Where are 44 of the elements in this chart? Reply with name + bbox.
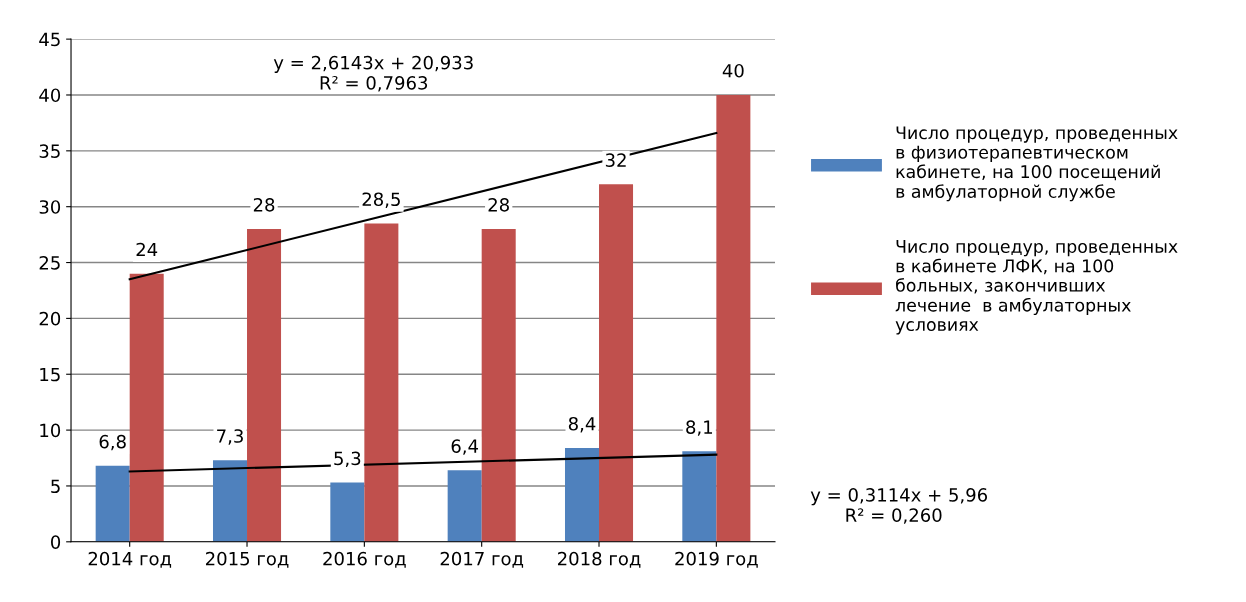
y-tick-label: 20: [39, 311, 61, 326]
bar: [330, 482, 365, 542]
bar: [212, 460, 248, 542]
data-label: 5,3: [334, 451, 361, 468]
y-tick-label: 10: [40, 423, 61, 438]
x-tick-label: 2016 год: [323, 551, 406, 568]
data-label: 28: [488, 197, 509, 212]
bar: [682, 451, 717, 542]
x-tick-label: 2019 год: [675, 551, 758, 568]
data-label: 8,4: [568, 416, 596, 433]
bar: [247, 229, 282, 542]
data-label: 24: [136, 242, 158, 257]
data-label: 6,8: [99, 434, 126, 451]
bar: [447, 470, 482, 542]
bar: [364, 223, 399, 542]
y-tick-label: 15: [40, 367, 60, 382]
data-label: 40: [722, 63, 744, 78]
bar: [129, 273, 164, 542]
data-label: 6,4: [451, 439, 479, 455]
legend-label: Число процедур, проведенных в физиотерапевтическом кабинете, на 100 посещений в амбулаторной службе: [896, 126, 1178, 202]
text: y = 0,3114x + 5,96 R² = 0,260: [810, 488, 988, 524]
bar: [599, 184, 634, 542]
y-tick-label: 0: [51, 535, 61, 549]
bar: [95, 465, 130, 542]
y-tick-label: 35: [39, 144, 60, 158]
data-label: 8,1: [686, 420, 713, 436]
x-tick-label: 2014 год: [88, 551, 172, 568]
y-tick-label: 40: [39, 88, 61, 103]
y-tick-label: 25: [39, 256, 60, 270]
legend-label: Число процедур, проведенных в кабинете ЛФК, на 100 больных, закончивших лечение в амбулаторных условиях: [895, 240, 1178, 335]
y-tick-label: 5: [51, 479, 60, 494]
y-tick-label: 30: [39, 200, 61, 214]
data-label: 28,5: [362, 192, 400, 208]
data-label: 32: [605, 153, 626, 167]
x-tick-label: 2015 год: [205, 551, 289, 568]
x-tick-label: 2018 год: [557, 551, 641, 568]
data-label: 28: [253, 197, 275, 212]
bar: [564, 447, 600, 542]
data-label: 7,3: [217, 429, 243, 445]
y-tick-label: 45: [39, 32, 60, 47]
annotation: y = 2,6143x + 20,933 R² = 0,7963: [273, 55, 473, 92]
bar: [716, 94, 751, 542]
x-tick-label: 2017 год: [440, 551, 524, 568]
bar: [481, 229, 516, 542]
